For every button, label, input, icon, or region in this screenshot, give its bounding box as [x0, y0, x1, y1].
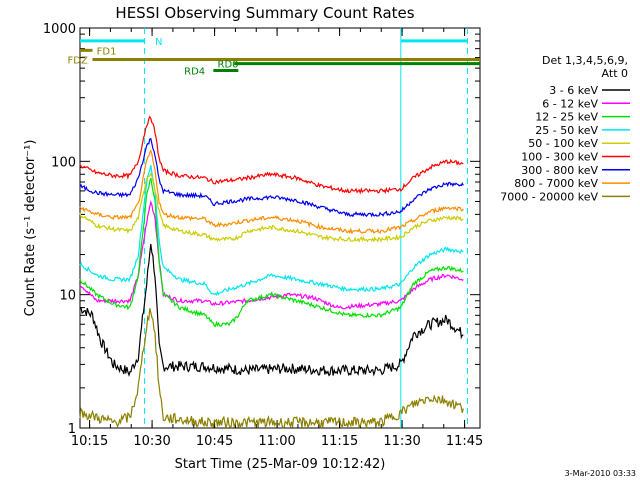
x-tick-label: 11:00 [258, 434, 295, 449]
chart-title: HESSI Observing Summary Count Rates [115, 4, 414, 22]
state-bars: N FD1 FDZ RD0 RD4 [68, 37, 480, 78]
y-tick-label: 10 [59, 289, 76, 304]
vertical-markers [144, 28, 468, 428]
footer-date: 3-Mar-2010 03:33 [565, 469, 636, 478]
y-axis-label: Count Rate (s⁻¹ detector⁻¹) [23, 140, 38, 317]
x-tick-label: 11:15 [321, 434, 358, 449]
state-bar-label: FDZ [68, 56, 88, 67]
x-tick-label: 10:30 [133, 434, 170, 449]
series-line [79, 172, 464, 243]
state-bar-label: FD1 [97, 46, 117, 57]
series-line [79, 308, 464, 430]
x-tick-label: 11:45 [446, 434, 483, 449]
legend-entry-label: 12 - 25 keV [535, 111, 598, 124]
state-bar-label: RD0 [218, 60, 239, 71]
legend-entry-label: 3 - 6 keV [549, 84, 598, 97]
series-line [79, 178, 464, 327]
legend-entry-label: 50 - 100 keV [528, 137, 598, 150]
legend-header-line-2: Att 0 [602, 67, 628, 80]
state-bar-label: RD4 [184, 67, 205, 78]
y-tick-label: 1 [68, 422, 76, 437]
series-line [79, 244, 464, 377]
x-tick-label: 10:15 [71, 434, 108, 449]
y-tick-label: 1000 [43, 22, 76, 37]
y-tick-label: 100 [51, 155, 76, 170]
series-line [79, 165, 464, 296]
legend-entry-label: 300 - 800 keV [521, 164, 598, 177]
legend-header-line-1: Det 1,3,4,5,6,9, [542, 54, 628, 67]
state-bar-label: N [155, 37, 162, 48]
legend-entry-label: 7000 - 20000 keV [500, 190, 598, 203]
x-tick-labels: 10:15 10:30 10:45 11:00 11:15 11:30 11:45 [71, 434, 483, 449]
plot-frame [79, 27, 481, 429]
y-tick-labels: 1 10 100 1000 [43, 22, 76, 437]
series-line [79, 149, 464, 235]
series-line [79, 137, 464, 218]
legend-entry-label: 6 - 12 keV [542, 97, 598, 110]
axis-ticks [80, 27, 480, 429]
x-tick-label: 11:30 [383, 434, 420, 449]
x-axis-label: Start Time (25-Mar-09 10:12:42) [175, 457, 386, 472]
legend-entry-label: 25 - 50 keV [535, 124, 598, 137]
series-line [79, 115, 464, 195]
legend-entry-label: 800 - 7000 keV [514, 177, 598, 190]
legend-entry-label: 100 - 300 keV [521, 151, 598, 164]
series-lines [79, 115, 464, 430]
x-tick-label: 10:45 [196, 434, 233, 449]
series-line [79, 200, 464, 310]
